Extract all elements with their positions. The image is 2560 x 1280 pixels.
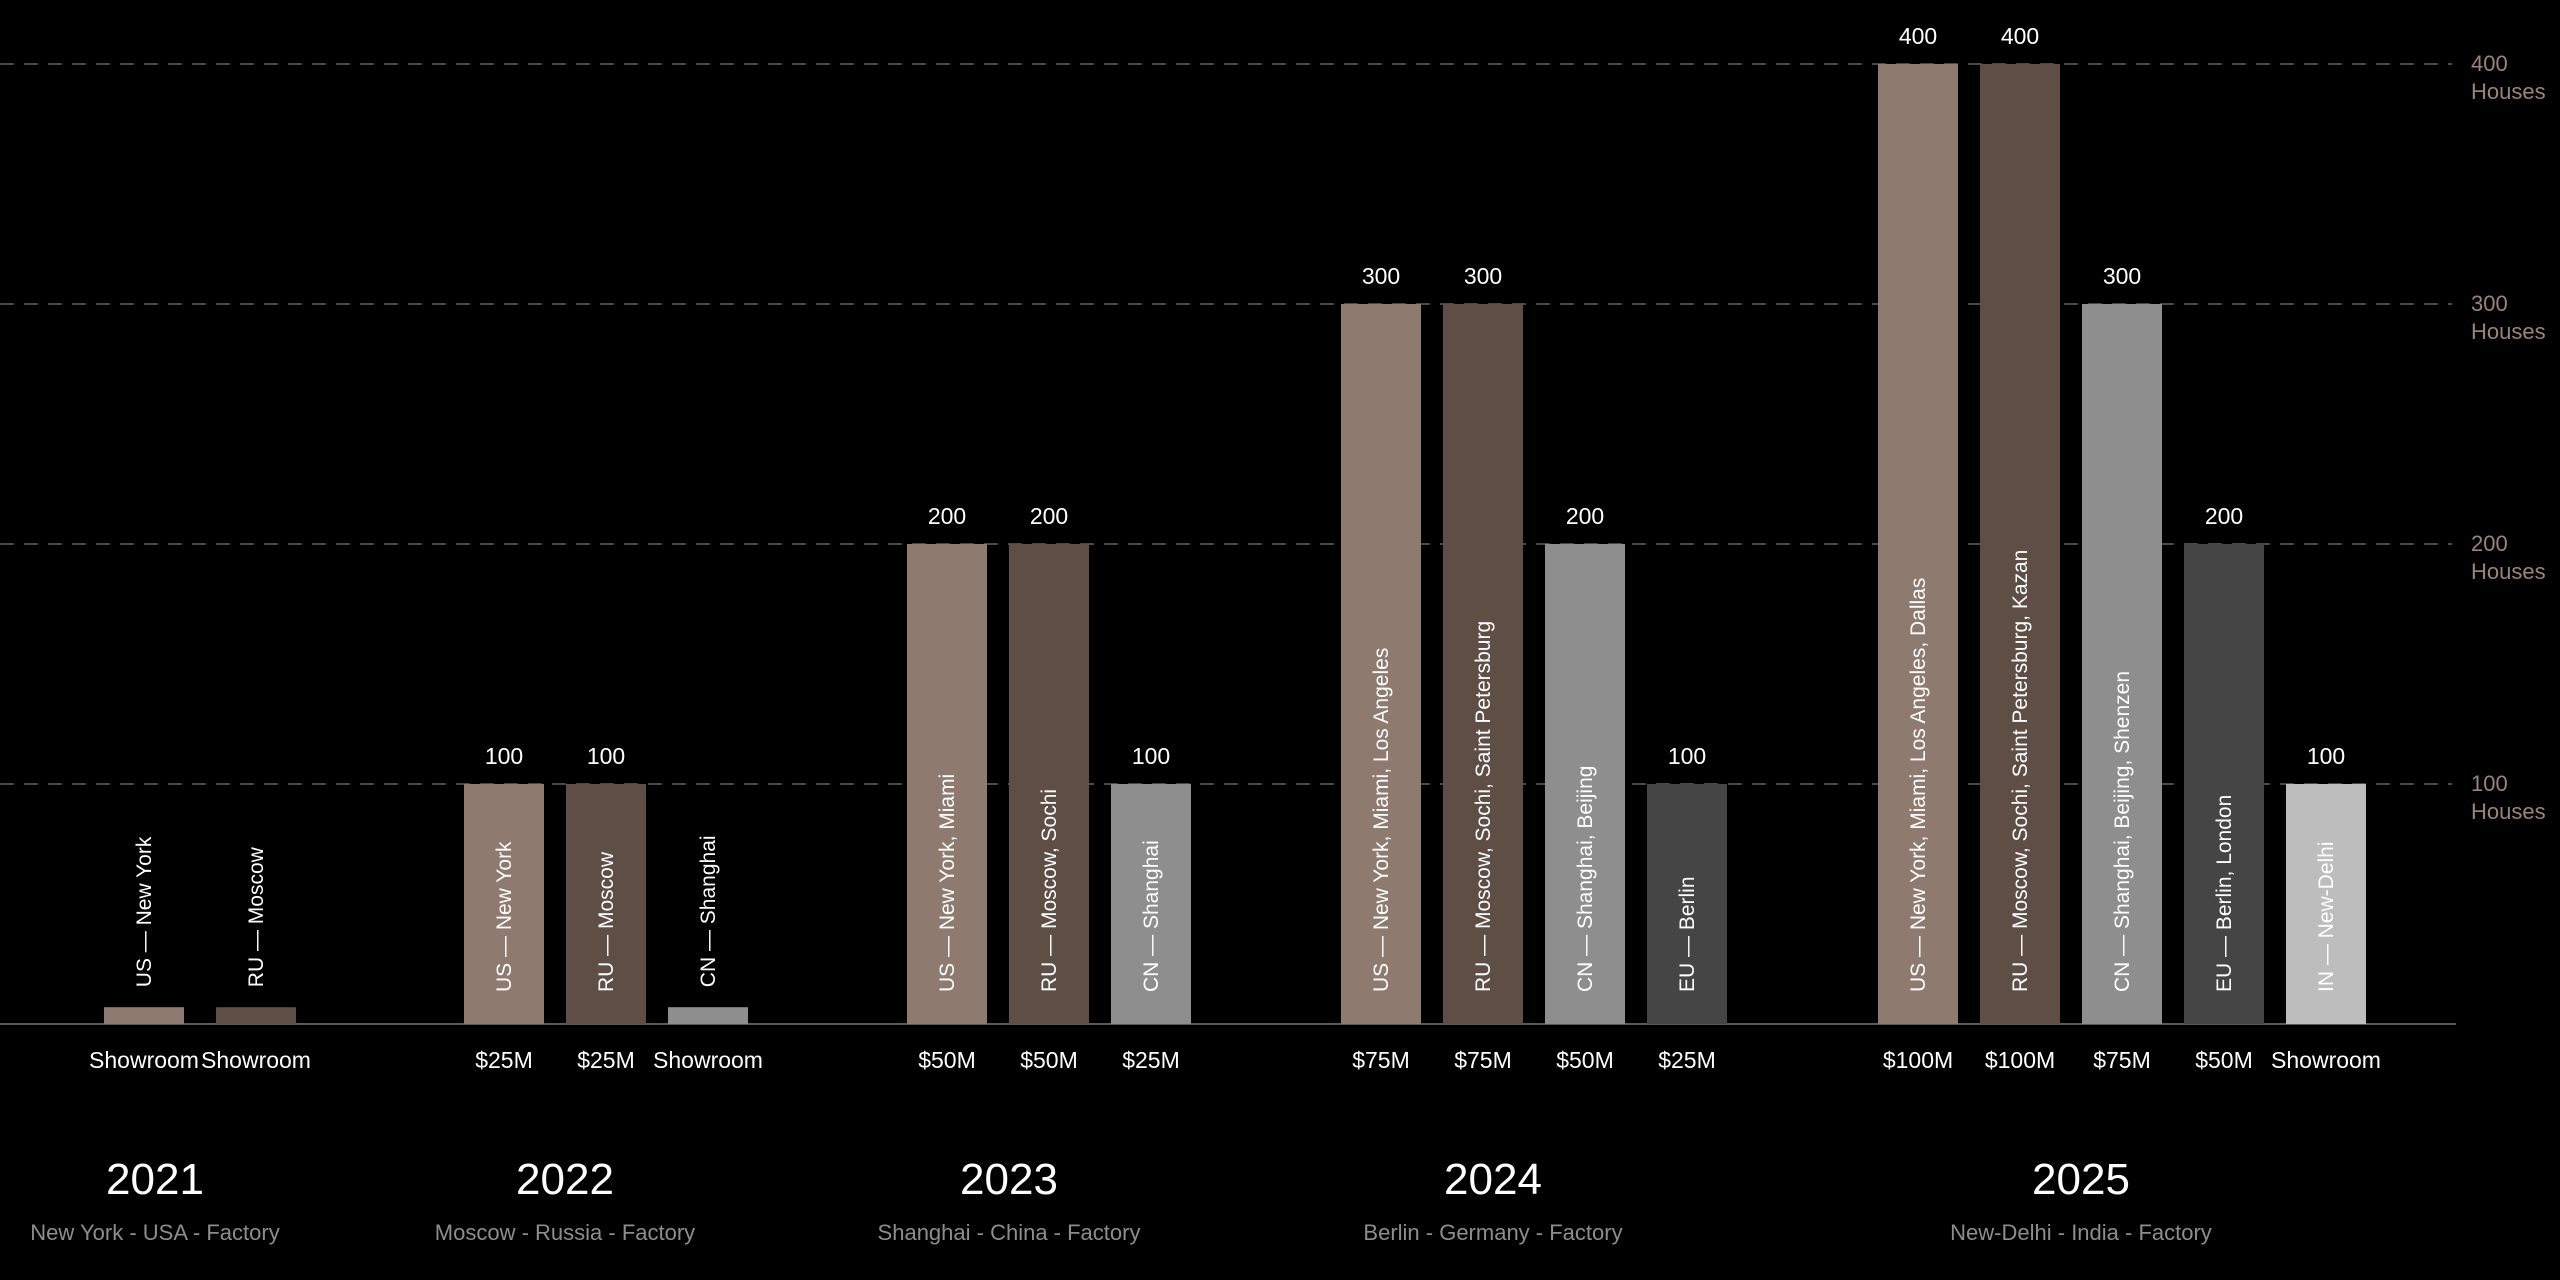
bar-region-label: US — New York — [493, 841, 516, 992]
bar-value-label: 100 — [485, 743, 523, 769]
bar-region-label: CN — Shanghai, Beijing, Shenzen — [2111, 671, 2134, 992]
bar-bottom-label: $25M — [1658, 1047, 1716, 1073]
year-label: 2024 — [1444, 1155, 1542, 1204]
bar-2023-us — [907, 544, 987, 1024]
bar-region-label: CN — Shanghai — [697, 835, 720, 987]
bar-value-label: 300 — [2103, 263, 2141, 289]
bar-2023-ru — [1009, 544, 1089, 1024]
bar-2022-us — [464, 784, 544, 1024]
bar-2022-ru — [566, 784, 646, 1024]
bar-region-label: CN — Shanghai, Beijing — [1574, 766, 1597, 992]
bar-bottom-label: $50M — [918, 1047, 976, 1073]
bar-bottom-label: $25M — [1122, 1047, 1180, 1073]
bar-value-label: 200 — [2205, 503, 2243, 529]
y-tick-label: 400 — [2471, 51, 2508, 76]
bar-bottom-label: $100M — [1985, 1047, 2055, 1073]
y-tick-label: 300 — [2471, 291, 2508, 316]
bar-bottom-label: $50M — [1556, 1047, 1614, 1073]
bar-bottom-label: Showroom — [653, 1047, 763, 1073]
bar-value-label: 100 — [1132, 743, 1170, 769]
bar-value-label: 400 — [1899, 23, 1937, 49]
bar-value-label: 400 — [2001, 23, 2039, 49]
labels: 100 Houses 200 Houses 300 Houses 400 Houses US —… — [30, 23, 2545, 1245]
y-tick-unit: Houses — [2471, 799, 2546, 824]
bar-2021-ru — [216, 1007, 296, 1024]
y-tick-label: 200 — [2471, 531, 2508, 556]
bar-region-label: US — New York — [133, 836, 156, 987]
bar-2025-eu — [2184, 544, 2264, 1024]
bar-region-label: US — New York, Miami — [936, 774, 959, 992]
bar-bottom-label: Showroom — [2271, 1047, 2381, 1073]
year-subtitle: New York - USA - Factory — [30, 1220, 279, 1245]
year-label: 2023 — [960, 1155, 1058, 1204]
bar-region-label: EU — Berlin — [1676, 876, 1699, 992]
year-label: 2022 — [516, 1155, 614, 1204]
bar-2025-in — [2286, 784, 2366, 1024]
bar-bottom-label: $75M — [1454, 1047, 1512, 1073]
bar-region-label: RU — Moscow, Sochi — [1038, 789, 1061, 992]
bar-value-label: 100 — [1668, 743, 1706, 769]
bar-value-label: 200 — [1566, 503, 1604, 529]
bar-region-label: RU — Moscow, Sochi, Saint Petersburg, Ka… — [2009, 550, 2032, 992]
bar-bottom-label: Showroom — [89, 1047, 199, 1073]
bars — [104, 64, 2366, 1024]
y-tick-label: 100 — [2471, 771, 2508, 796]
year-subtitle: Berlin - Germany - Factory — [1363, 1220, 1622, 1245]
year-label: 2021 — [106, 1155, 204, 1204]
y-tick-unit: Houses — [2471, 559, 2546, 584]
bar-bottom-label: $75M — [1352, 1047, 1410, 1073]
year-subtitle: Moscow - Russia - Factory — [435, 1220, 695, 1245]
bar-bottom-label: $50M — [1020, 1047, 1078, 1073]
bar-region-label: CN — Shanghai — [1140, 840, 1163, 992]
year-subtitle: Shanghai - China - Factory — [878, 1220, 1141, 1245]
bar-bottom-label: $25M — [577, 1047, 635, 1073]
bar-bottom-label: Showroom — [201, 1047, 311, 1073]
bar-value-label: 100 — [587, 743, 625, 769]
bar-2024-eu — [1647, 784, 1727, 1024]
bar-value-label: 200 — [1030, 503, 1068, 529]
bar-value-label: 300 — [1362, 263, 1400, 289]
year-subtitle: New-Delhi - India - Factory — [1950, 1220, 2212, 1245]
bar-2025-us — [1878, 64, 1958, 1024]
bar-value-label: 200 — [928, 503, 966, 529]
bar-2025-ru — [1980, 64, 2060, 1024]
bar-bottom-label: $50M — [2195, 1047, 2253, 1073]
y-tick-unit: Houses — [2471, 79, 2546, 104]
bar-region-label: RU — Moscow — [245, 846, 268, 987]
bar-value-label: 300 — [1464, 263, 1502, 289]
bar-region-label: RU — Moscow — [595, 851, 618, 992]
bar-region-label: IN — New-Delhi — [2315, 841, 2338, 992]
bar-2024-ru — [1443, 304, 1523, 1024]
bar-value-label: 100 — [2307, 743, 2345, 769]
bar-region-label: US — New York, Miami, Los Angeles, Dalla… — [1907, 578, 1930, 992]
bar-region-label: RU — Moscow, Sochi, Saint Petersburg — [1472, 621, 1495, 992]
bar-2022-cn — [668, 1007, 748, 1024]
bar-bottom-label: $25M — [475, 1047, 533, 1073]
year-label: 2025 — [2032, 1155, 2130, 1204]
bar-2024-cn — [1545, 544, 1625, 1024]
bar-bottom-label: $75M — [2093, 1047, 2151, 1073]
bar-2021-us — [104, 1007, 184, 1024]
bar-region-label: US — New York, Miami, Los Angeles — [1370, 648, 1393, 992]
bar-2024-us — [1341, 304, 1421, 1024]
bar-2023-cn — [1111, 784, 1191, 1024]
bar-bottom-label: $100M — [1883, 1047, 1953, 1073]
y-tick-unit: Houses — [2471, 319, 2546, 344]
bar-region-label: EU — Berlin, London — [2213, 795, 2236, 992]
bar-2025-cn — [2082, 304, 2162, 1024]
